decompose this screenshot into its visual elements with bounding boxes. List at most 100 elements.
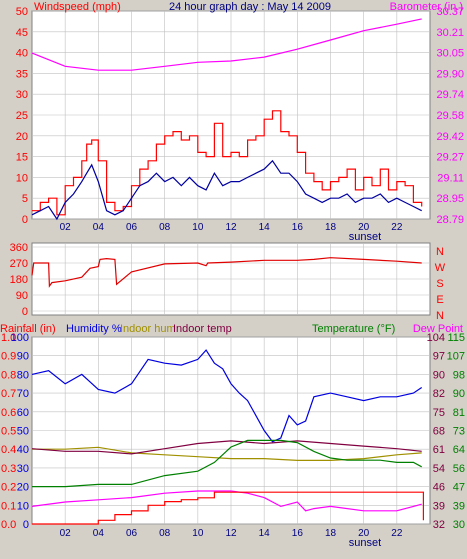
rain-y-tick: 0.8: [1, 369, 16, 381]
x-tick-label: 02: [60, 528, 72, 539]
x-tick-label: 06: [126, 222, 138, 233]
in-temp-y-tick: 61: [433, 444, 445, 456]
baro-y-tick: 29.27: [436, 152, 464, 164]
baro-y-tick: 28.79: [436, 214, 464, 226]
temp-y-tick: 64: [453, 444, 465, 456]
wind-y-tick: 15: [16, 152, 28, 164]
baro-y-tick: 29.11: [437, 172, 464, 184]
indoor-hum-line: [32, 446, 422, 461]
humidity-label: Humidity %: [66, 323, 122, 335]
rain-y-tick: 0.2: [1, 482, 16, 494]
in-temp-y-tick: 46: [433, 482, 445, 494]
rain-y-tick: 0.4: [1, 444, 16, 456]
rain-y-tick: 0.0: [1, 519, 16, 531]
baro-y-tick: 30.21: [436, 27, 464, 39]
temp-y-tick: 81: [453, 407, 465, 419]
x-tick-label: 14: [259, 528, 271, 539]
in-temp-y-tick: 39: [433, 500, 445, 512]
x-tick-label: 10: [192, 528, 204, 539]
rain-y-tick: 0.6: [1, 407, 16, 419]
dir-y-tick: 180: [10, 274, 28, 286]
temp-y-tick: 47: [453, 482, 465, 494]
in-temp-y-tick: 97: [433, 351, 445, 363]
x-tick-label: 02: [60, 222, 72, 233]
indoor-temp-label: Indoor temp: [173, 323, 232, 335]
wind-gust-line: [32, 110, 423, 216]
x-tick-label: 20: [358, 528, 370, 539]
x-tick-label: 04: [93, 528, 105, 539]
in-temp-y-tick: 75: [433, 407, 445, 419]
hum-y-tick: 40: [17, 444, 29, 456]
rain-y-tick: 0.9: [1, 351, 16, 363]
wind-y-tick: 30: [16, 89, 28, 101]
rain-y-tick: 1.0: [1, 332, 16, 344]
baro-y-tick: 29.90: [436, 68, 464, 80]
indoor-hum-label: Indoor hum: [120, 323, 176, 335]
wind-direction-line: [31, 257, 422, 288]
compass-label: E: [436, 294, 443, 306]
temp-y-tick: 90: [453, 388, 465, 400]
baro-y-tick: 29.58: [436, 110, 464, 122]
wind-y-tick: 40: [16, 48, 28, 60]
hum-y-tick: 50: [17, 426, 29, 438]
wind-y-tick: 50: [16, 6, 28, 18]
x-tick-label: 12: [225, 222, 237, 233]
temp-y-tick: 107: [447, 351, 465, 363]
rain-y-tick: 0.7: [1, 388, 16, 400]
x-tick-label: 22: [391, 222, 403, 233]
wind-y-tick: 35: [16, 68, 28, 80]
compass-label: N: [436, 310, 444, 322]
in-temp-y-tick: 68: [433, 426, 445, 438]
in-temp-y-tick: 104: [427, 332, 445, 344]
in-temp-y-tick: 54: [433, 463, 445, 475]
dir-y-tick: 270: [10, 258, 28, 270]
hum-y-tick: 80: [17, 369, 29, 381]
chart-title: 24 hour graph day : May 14 2009: [169, 1, 331, 13]
wind-avg-line: [31, 159, 422, 221]
wind-y-tick: 20: [16, 131, 28, 143]
compass-label: N: [436, 246, 444, 258]
x-tick-label: 18: [325, 222, 337, 233]
temp-y-tick: 30: [453, 519, 465, 531]
temp-y-tick: 115: [447, 332, 465, 344]
humidity-line: [31, 349, 423, 443]
rain-y-tick: 0.5: [1, 426, 16, 438]
x-tick-label: 08: [159, 528, 171, 539]
dewpoint-label: Dew Point: [413, 323, 463, 335]
x-tick-label: 16: [292, 528, 304, 539]
baro-y-tick: 29.42: [436, 131, 464, 143]
x-tick-label: 18: [325, 528, 337, 539]
x-tick-label: 16: [292, 222, 304, 233]
in-temp-y-tick: 32: [433, 519, 445, 531]
baro-y-tick: 29.74: [436, 89, 464, 101]
temp-y-tick: 98: [453, 369, 465, 381]
wind-y-tick: 0: [22, 214, 28, 226]
hum-y-tick: 70: [17, 388, 29, 400]
compass-label: S: [436, 278, 443, 290]
baro-y-tick: 30.37: [436, 6, 464, 18]
x-tick-label: 08: [159, 222, 171, 233]
baro-y-tick: 28.95: [436, 193, 464, 205]
rainfall-line: [32, 491, 424, 525]
indoor-temp-line: [31, 440, 422, 455]
sunset-marker-bottom: sunset: [349, 537, 381, 549]
compass-label: W: [435, 262, 446, 274]
dir-y-tick: 0: [22, 306, 28, 318]
wind-y-tick: 10: [16, 172, 28, 184]
rain-y-tick: 0.1: [1, 500, 16, 512]
wind-y-tick: 25: [16, 110, 28, 122]
wind-y-tick: 5: [22, 193, 28, 205]
x-tick-label: 20: [358, 222, 370, 233]
temp-y-tick: 39: [453, 500, 465, 512]
dewpoint-line: [31, 490, 422, 512]
hum-y-tick: 0: [23, 519, 29, 531]
x-tick-label: 22: [391, 528, 403, 539]
temp-y-tick: 56: [453, 463, 465, 475]
x-tick-label: 10: [192, 222, 204, 233]
wind-y-tick: 45: [16, 27, 28, 39]
hum-y-tick: 30: [17, 463, 29, 475]
x-tick-label: 12: [225, 528, 237, 539]
hum-y-tick: 60: [17, 407, 29, 419]
